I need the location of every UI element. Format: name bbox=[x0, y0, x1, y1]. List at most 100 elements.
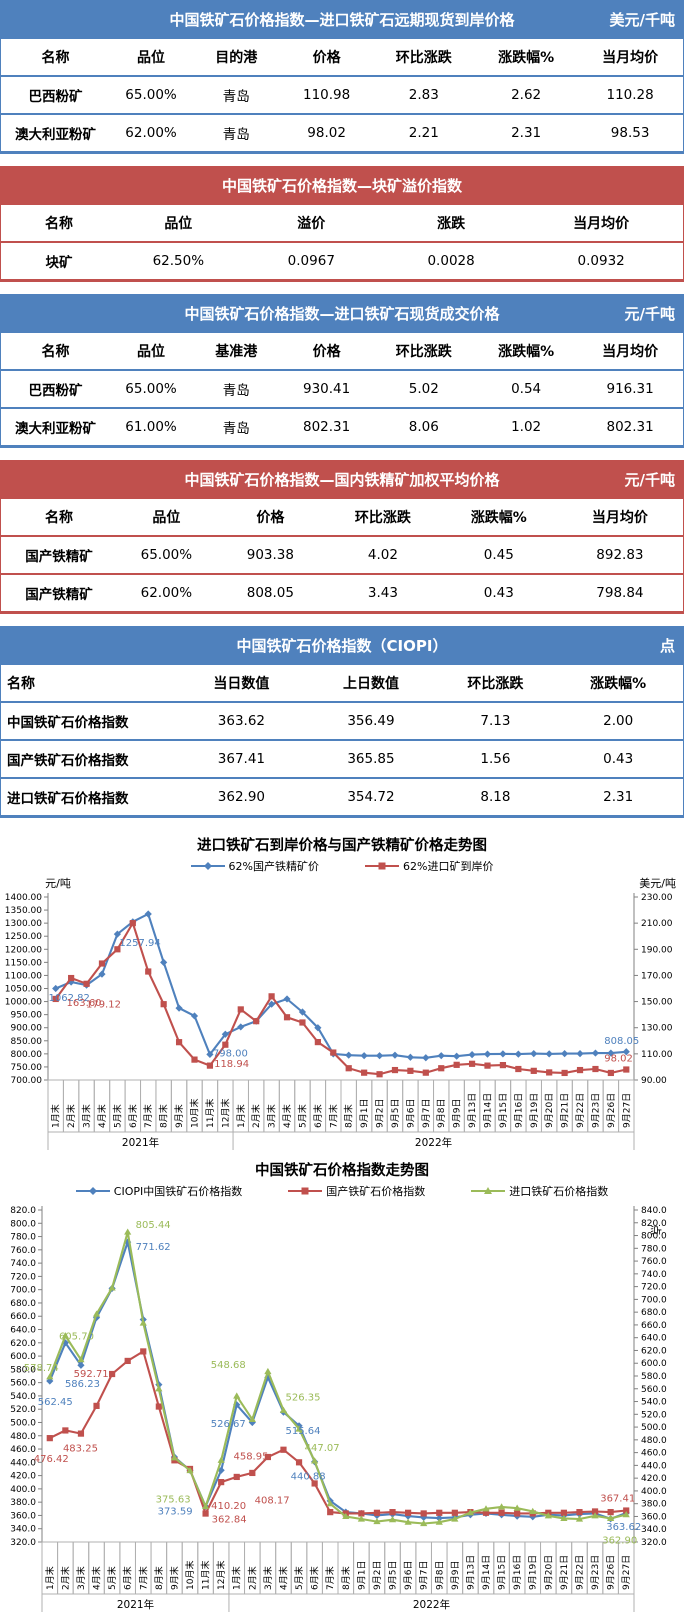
right-axis-tick-label: 620.0 bbox=[641, 1346, 667, 1356]
x-axis-tick-label: 5月末 bbox=[106, 1566, 118, 1590]
triangle-marker bbox=[529, 1507, 537, 1514]
left-axis-tick-label: 950.00 bbox=[11, 1011, 43, 1021]
square-marker bbox=[358, 1510, 365, 1517]
legend-marker-icon bbox=[365, 862, 399, 870]
x-axis-tick-label: 9月末 bbox=[168, 1566, 180, 1590]
legend-label: 国产铁矿石价格指数 bbox=[326, 1185, 426, 1198]
square-marker bbox=[222, 1041, 229, 1048]
square-marker bbox=[498, 1509, 505, 1516]
value-cell: 354.72 bbox=[347, 789, 395, 805]
diamond-marker bbox=[607, 1049, 615, 1057]
left-axis-tick-label: 420.0 bbox=[10, 1472, 36, 1482]
right-axis-tick-label: 90.00 bbox=[641, 1076, 667, 1086]
data-label: 118.94 bbox=[214, 1059, 249, 1070]
square-marker bbox=[561, 1069, 568, 1077]
right-axis-tick-label: 440.0 bbox=[641, 1461, 667, 1471]
table-header-row: 名称 当日数值 上日数值 环比涨跌 涨跌幅% bbox=[1, 664, 683, 702]
table-title: 中国铁矿石价格指数—国内铁精矿加权平均价格 bbox=[184, 470, 500, 489]
row-name-cell: 国产铁精矿 bbox=[25, 549, 93, 565]
right-axis-tick-label: 580.0 bbox=[641, 1372, 667, 1382]
value-cell: 110.98 bbox=[303, 87, 351, 103]
triangle-marker bbox=[497, 1503, 506, 1510]
left-axis-tick-label: 640.0 bbox=[10, 1326, 36, 1336]
diamond-marker bbox=[483, 1050, 492, 1058]
table-unit: 元/千吨 bbox=[624, 470, 675, 489]
value-cell: 2.83 bbox=[408, 87, 439, 103]
left-axis-tick-label: 400.0 bbox=[10, 1485, 36, 1495]
value-cell: 802.31 bbox=[303, 419, 351, 435]
diamond-marker bbox=[530, 1049, 538, 1058]
right-axis-tick-label: 320.0 bbox=[641, 1538, 667, 1548]
table-row: 巴西粉矿 65.00% 青岛 930.41 5.02 0.54 916.31 bbox=[1, 370, 683, 408]
x-axis-tick-label: 8月末 bbox=[158, 1104, 170, 1128]
triangle-marker bbox=[124, 1228, 132, 1235]
x-axis-tick-label: 4月末 bbox=[281, 1104, 293, 1128]
data-label: 408.17 bbox=[255, 1495, 290, 1506]
left-axis-tick-label: 520.0 bbox=[10, 1405, 36, 1415]
triangle-marker bbox=[217, 1456, 225, 1463]
triangle-marker bbox=[311, 1457, 319, 1464]
data-label: 1062.82 bbox=[49, 993, 90, 1004]
square-marker bbox=[376, 1071, 383, 1078]
value-cell: 62.50% bbox=[152, 253, 205, 269]
x-axis-tick-label: 4月末 bbox=[96, 1104, 108, 1128]
data-label: 362.90 bbox=[602, 1536, 637, 1547]
square-marker bbox=[129, 920, 136, 927]
x-axis-tick-label: 1月末 bbox=[235, 1104, 247, 1128]
triangle-marker bbox=[373, 1517, 381, 1525]
right-axis-tick-label: 560.0 bbox=[641, 1385, 667, 1395]
x-axis-tick-label: 9月5日 bbox=[388, 1561, 399, 1590]
square-marker bbox=[83, 980, 90, 987]
column-header: 品位 bbox=[164, 216, 193, 232]
year-group-label: 2021年 bbox=[122, 1136, 159, 1149]
square-marker bbox=[345, 1065, 352, 1072]
left-axis-tick-label: 760.0 bbox=[10, 1246, 36, 1256]
value-cell: 1.02 bbox=[511, 419, 542, 435]
value-cell: 青岛 bbox=[222, 127, 250, 143]
right-axis-tick-label: 760.0 bbox=[641, 1257, 667, 1267]
diamond-marker bbox=[391, 1051, 399, 1059]
right-axis-tick-label: 660.0 bbox=[641, 1321, 667, 1331]
right-axis-tick-label: 500.0 bbox=[641, 1423, 667, 1433]
x-axis-tick-label: 9月2日 bbox=[375, 1099, 386, 1128]
diamond-marker bbox=[435, 1514, 443, 1522]
triangle-marker bbox=[77, 1355, 85, 1363]
column-header: 品位 bbox=[137, 50, 166, 66]
left-axis-tick-label: 1300.00 bbox=[5, 919, 42, 929]
value-cell: 5.02 bbox=[408, 381, 439, 397]
column-header: 环比涨跌 bbox=[467, 676, 524, 692]
x-axis-tick-label: 9月2日 bbox=[372, 1561, 383, 1590]
table-row: 进口铁矿石价格指数 362.90 354.72 8.18 2.31 bbox=[1, 778, 683, 815]
left-axis-tick-label: 660.0 bbox=[10, 1312, 36, 1322]
right-axis-tick-label: 460.0 bbox=[641, 1449, 667, 1459]
diamond-marker bbox=[203, 862, 212, 870]
triangle-marker bbox=[357, 1515, 365, 1522]
data-label: 373.59 bbox=[158, 1506, 193, 1517]
data-label: 548.68 bbox=[211, 1360, 246, 1371]
legend-item: 62%国产铁精矿价 bbox=[190, 858, 319, 874]
x-axis-tick-label: 3月末 bbox=[262, 1566, 274, 1590]
x-axis-tick-label: 9月5日 bbox=[390, 1099, 401, 1128]
x-axis-tick-label: 9月23日 bbox=[590, 1555, 601, 1590]
diamond-marker bbox=[67, 978, 75, 986]
value-cell: 3.43 bbox=[367, 585, 398, 601]
column-header: 环比涨跌 bbox=[354, 510, 411, 526]
right-axis-tick-label: 540.0 bbox=[641, 1398, 667, 1408]
year-group-label: 2022年 bbox=[413, 1598, 450, 1611]
x-axis-tick-label: 9月8日 bbox=[436, 1099, 447, 1128]
triangle-marker bbox=[451, 1515, 459, 1522]
value-cell: 356.49 bbox=[347, 713, 395, 729]
x-axis-tick-label: 9月末 bbox=[173, 1104, 185, 1128]
square-marker bbox=[98, 960, 106, 967]
value-cell: 110.28 bbox=[606, 87, 654, 103]
table-lump-premium-index: 中国铁矿石价格指数—块矿溢价指数 名称 品位 溢价 涨跌 当月均价 块矿 62.50% 0.0… bbox=[0, 166, 684, 282]
diamond-marker bbox=[160, 958, 168, 966]
table-title: 中国铁矿石价格指数—进口铁矿石远期现货到岸价格 bbox=[169, 10, 515, 29]
value-cell: 2.31 bbox=[603, 789, 634, 805]
square-marker bbox=[171, 1457, 178, 1464]
x-axis-tick-label: 9月21日 bbox=[559, 1555, 570, 1590]
square-marker bbox=[237, 1006, 244, 1013]
value-cell: 362.90 bbox=[217, 789, 266, 805]
square-marker bbox=[202, 1510, 209, 1517]
